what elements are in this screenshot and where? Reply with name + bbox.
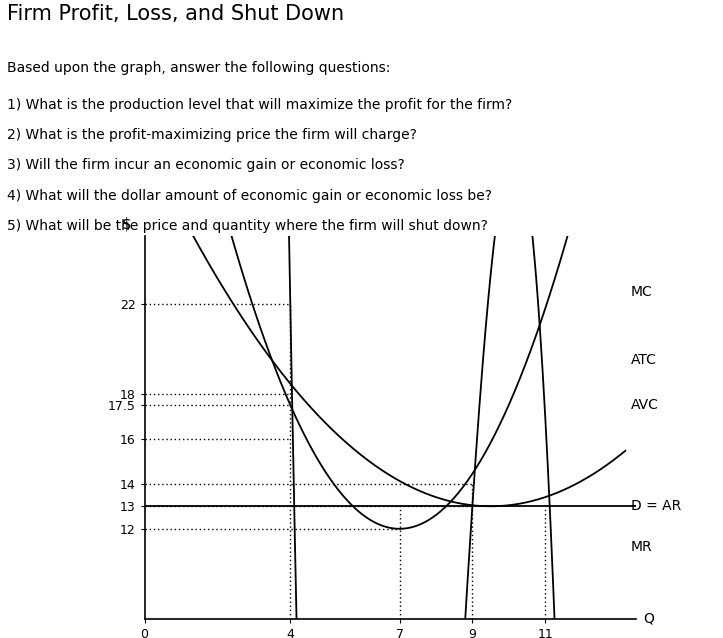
Text: $: $ (121, 216, 132, 232)
Text: 5) What will be the price and quantity where the firm will shut down?: 5) What will be the price and quantity w… (7, 219, 488, 233)
Text: MC: MC (630, 285, 653, 299)
Text: Firm Profit, Loss, and Shut Down: Firm Profit, Loss, and Shut Down (7, 4, 344, 24)
Text: D = AR: D = AR (630, 500, 681, 514)
Text: 3) Will the firm incur an economic gain or economic loss?: 3) Will the firm incur an economic gain … (7, 158, 405, 172)
Text: 4) What will the dollar amount of economic gain or economic loss be?: 4) What will the dollar amount of econom… (7, 189, 492, 203)
Text: ATC: ATC (630, 353, 656, 367)
Text: AVC: AVC (630, 398, 659, 412)
Text: Q: Q (643, 612, 654, 626)
Text: MR: MR (630, 540, 652, 554)
Text: 2) What is the profit-maximizing price the firm will charge?: 2) What is the profit-maximizing price t… (7, 128, 417, 142)
Text: Based upon the graph, answer the following questions:: Based upon the graph, answer the followi… (7, 61, 390, 75)
Text: 1) What is the production level that will maximize the profit for the firm?: 1) What is the production level that wil… (7, 98, 513, 112)
